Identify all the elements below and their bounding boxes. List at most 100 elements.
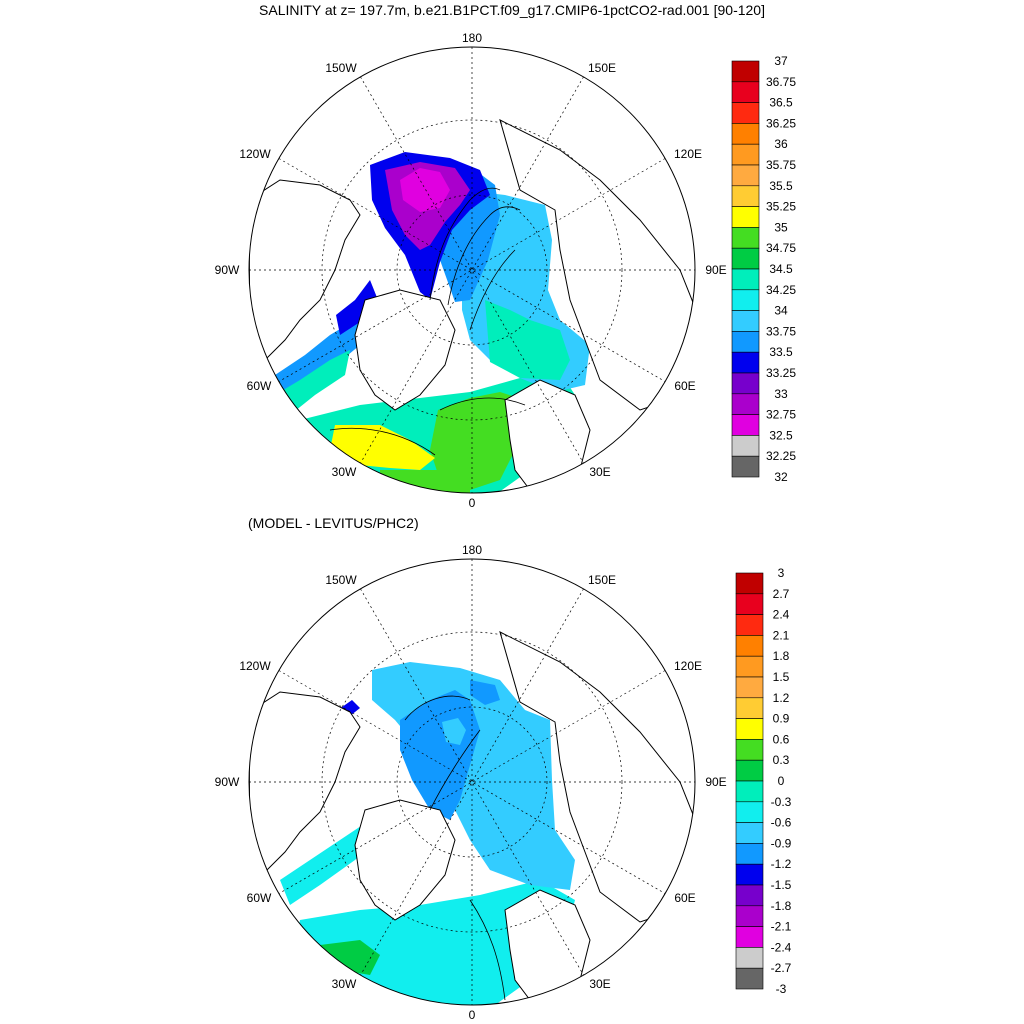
- lon-label-90e-bottom: 90E: [705, 775, 726, 789]
- colorbar-top-label: 35.5: [769, 179, 793, 193]
- colorbar-top-label: 35.75: [766, 158, 796, 172]
- lon-label-150e-bottom: 150E: [588, 573, 616, 587]
- colorbar-bottom-label: 2.1: [773, 628, 790, 642]
- plot-title: SALINITY at z= 197.7m, b.e21.B1PCT.f09_g…: [259, 2, 765, 18]
- colorbar-bottom-swatch: [735, 884, 764, 907]
- graticule-top: [249, 47, 695, 493]
- colorbar-top-label: 36.75: [766, 75, 796, 89]
- colorbar-top-label: 33.25: [766, 366, 796, 380]
- greenland-land: [354, 289, 456, 411]
- colorbar-top-swatch: [731, 60, 760, 83]
- lon-label-120e-bottom: 120E: [674, 659, 702, 673]
- colorbar-top-swatch: [731, 102, 760, 124]
- colorbar-bottom-label: -1.2: [771, 857, 792, 871]
- colorbar-top-label: 34.25: [766, 283, 796, 297]
- colorbar-top-label: 33.75: [766, 324, 796, 338]
- colorbar-difference: 3 2.7 2.4 2.1 1.8 1.5 1.2 0.9 0.6 0.3 0 -0.3 -0.6 -0.…: [735, 566, 792, 996]
- lon-label-0-bottom: 0: [469, 1008, 476, 1022]
- colorbar-bottom-swatch: [735, 967, 764, 990]
- colorbar-bottom-swatch: [735, 926, 764, 948]
- colorbar-bottom-label: 1.8: [773, 649, 790, 663]
- colorbar-top-label: 37: [774, 54, 788, 68]
- colorbar-top-swatch: [731, 414, 760, 436]
- colorbar-top-swatch: [731, 206, 760, 228]
- lon-label-0-top: 0: [469, 496, 476, 510]
- colorbar-bottom-swatch: [735, 759, 764, 782]
- difference-subtitle: (MODEL - LEVITUS/PHC2): [248, 515, 419, 531]
- lon-label-60w-bottom: 60W: [247, 891, 272, 905]
- colorbar-top-swatch: [731, 455, 760, 478]
- colorbar-top-swatch: [731, 123, 760, 145]
- labrador-cyan-bottom: [280, 820, 380, 905]
- basin-inner-bottom: [442, 718, 466, 745]
- iceland-yellow: [330, 425, 435, 470]
- colorbar-top-label: 32.25: [766, 449, 796, 463]
- lon-label-150w-bottom: 150W: [325, 573, 357, 587]
- colorbar-top-label: 35: [774, 220, 788, 234]
- salinity-map: 180 0 150W 150E 120W 120E 90W 90E 60W 60…: [215, 31, 727, 510]
- lomonosov-blue-bottom: [470, 680, 500, 705]
- lon-label-30w-bottom: 30W: [332, 977, 357, 991]
- colorbar-bottom-swatch: [735, 843, 764, 865]
- colorbar-top-label: 36.25: [766, 116, 796, 130]
- colorbar-top-swatch: [731, 310, 760, 332]
- lon-label-120e-top: 120E: [674, 147, 702, 161]
- colorbar-top-label: 33: [774, 387, 788, 401]
- colorbar-bottom-swatch: [735, 905, 764, 927]
- lon-label-90w-top: 90W: [215, 263, 240, 277]
- colorbar-top-label: 35.25: [766, 200, 796, 214]
- lon-label-180-top: 180: [462, 31, 482, 45]
- colorbar-bottom-label: -0.3: [771, 795, 792, 809]
- colorbar-bottom-label: 1.5: [773, 670, 790, 684]
- labrador-cyan: [275, 350, 350, 415]
- beaufort-magenta: [400, 168, 450, 212]
- colorbar-bottom-label: -0.9: [771, 836, 792, 850]
- colorbar-top-label: 36.5: [769, 96, 793, 110]
- difference-field-bottom: [249, 631, 695, 1005]
- colorbar-bottom-swatch: [735, 697, 764, 719]
- lon-label-60w-top: 60W: [247, 379, 272, 393]
- baffin-darkblue: [336, 280, 378, 335]
- colorbar-top-swatch: [731, 81, 760, 103]
- colorbar-top-swatch: [731, 372, 760, 395]
- colorbar-top-label: 36: [774, 137, 788, 151]
- colorbar-bottom-label: 0.9: [773, 712, 790, 726]
- lon-label-30e-top: 30E: [589, 465, 610, 479]
- colorbar-bottom-label: 1.2: [773, 691, 790, 705]
- colorbar-top-swatch: [731, 185, 760, 207]
- lon-label-90e-top: 90E: [705, 263, 726, 277]
- colorbar-top-swatch: [731, 247, 760, 270]
- colorbar-bottom-swatch: [735, 739, 764, 761]
- map-border-top: [248, 46, 696, 494]
- colorbar-top-label: 32.75: [766, 408, 796, 422]
- colorbar-top-label: 34.5: [769, 262, 793, 276]
- lon-label-90w-bottom: 90W: [215, 775, 240, 789]
- colorbar-top-swatch: [731, 435, 760, 457]
- colorbar-bottom-swatch: [735, 863, 764, 886]
- colorbar-bottom-swatch: [735, 947, 764, 969]
- colorbar-bottom-label: -2.7: [771, 961, 792, 975]
- lon-label-30w-top: 30W: [332, 465, 357, 479]
- colorbar-bottom-label: -2.1: [771, 920, 792, 934]
- colorbar-bottom-swatch: [735, 822, 764, 844]
- colorbar-bottom-label: -3: [776, 982, 787, 996]
- colorbar-top-swatch: [731, 164, 760, 187]
- colorbar-top-label: 33.5: [769, 345, 793, 359]
- colorbar-top-swatch: [731, 143, 760, 166]
- colorbar-top-swatch: [731, 227, 760, 249]
- colorbar-top-label: 32: [774, 470, 788, 484]
- colorbar-bottom-label: 0.3: [773, 753, 790, 767]
- map-border-bottom: [248, 558, 696, 1006]
- lon-label-60e-bottom: 60E: [674, 891, 695, 905]
- colorbar-bottom-swatch: [735, 635, 764, 657]
- colorbar-top-swatch: [731, 331, 760, 353]
- greenland-land-bottom: [354, 799, 456, 921]
- colorbar-top-label: 32.5: [769, 428, 793, 442]
- colorbar-bottom-label: -0.6: [771, 816, 792, 830]
- colorbar-bottom-swatch: [735, 676, 764, 699]
- colorbar-bottom-label: 2.7: [773, 587, 790, 601]
- colorbar-bottom-label: 0.6: [773, 732, 790, 746]
- colorbar-top-swatch: [731, 268, 760, 291]
- lon-label-180-bottom: 180: [462, 543, 482, 557]
